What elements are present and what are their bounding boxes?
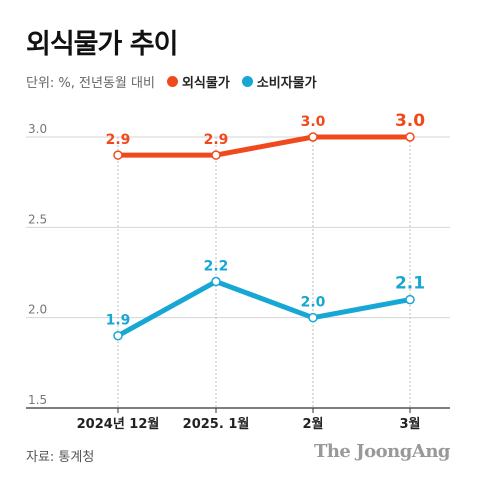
data-point-1-2 — [308, 312, 318, 323]
x-tick-label-0: 2024년 12월 — [77, 416, 160, 432]
y-tick-label-0: 3.0 — [28, 122, 47, 136]
series-line-1 — [115, 279, 413, 339]
data-label-0-1: 2.9 — [204, 132, 229, 148]
series-line-0 — [115, 134, 413, 158]
x-tick-label-1: 2025. 1월 — [183, 416, 250, 432]
data-label-1-0: 1.9 — [106, 313, 131, 329]
legend: 단위: %, 전년동월 대비 외식물가 소비자물가 — [26, 72, 317, 91]
y-tick-label-3: 1.5 — [28, 393, 47, 407]
data-point-1-3 — [405, 294, 415, 305]
y-tick-label-1: 2.5 — [28, 212, 47, 226]
data-label-1-3: 2.1 — [395, 274, 425, 294]
x-tick-label-2: 2월 — [302, 416, 323, 432]
publisher-logo: The JoongAng — [313, 441, 451, 462]
data-point-1-1 — [211, 276, 221, 287]
y-tick-label-2: 2.0 — [28, 303, 47, 317]
data-point-0-1 — [211, 150, 221, 160]
legend-swatch-series-0 — [166, 76, 178, 87]
data-label-0-3: 3.0 — [395, 111, 425, 131]
data-label-0-2: 3.0 — [301, 114, 326, 130]
data-point-0-2 — [308, 132, 318, 142]
data-label-1-1: 2.2 — [204, 259, 229, 275]
data-label-0-0: 2.9 — [106, 132, 131, 148]
legend-label-series-0: 외식물가 — [181, 76, 230, 91]
data-point-1-0 — [113, 330, 123, 341]
data-point-0-0 — [113, 150, 123, 160]
data-label-1-2: 2.0 — [301, 295, 326, 311]
unit-note: 단위: %, 전년동월 대비 — [26, 76, 155, 91]
source-note: 자료: 통계청 — [26, 450, 95, 465]
x-tick-label-3: 3월 — [399, 416, 420, 432]
legend-swatch-series-1 — [241, 76, 253, 87]
chart-title: 외식물가 추이 — [26, 29, 178, 60]
data-point-0-3 — [405, 132, 415, 142]
legend-label-series-1: 소비자물가 — [256, 76, 317, 91]
